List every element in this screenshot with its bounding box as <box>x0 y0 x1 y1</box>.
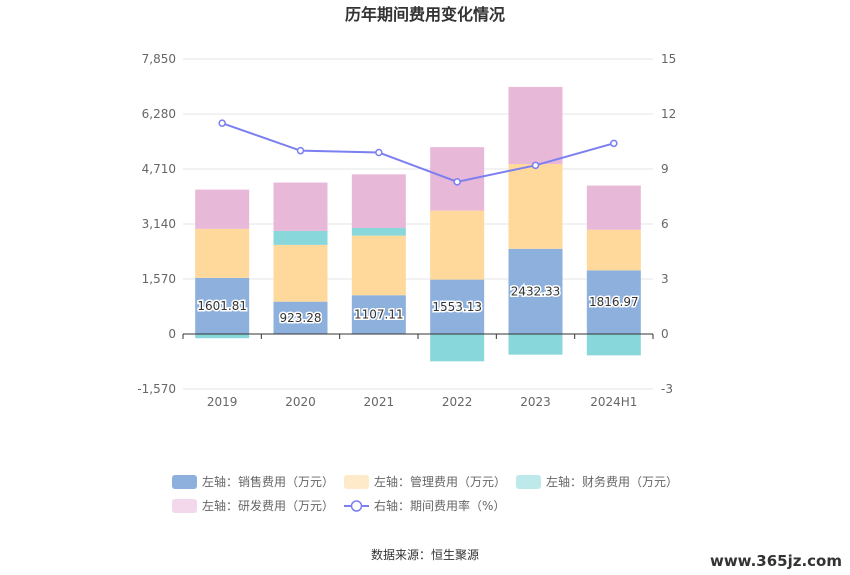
x-tick-label: 2019 <box>207 395 238 409</box>
legend-label: 左轴：管理费用（万元） <box>374 474 506 489</box>
bar-segment <box>508 86 563 165</box>
left-tick-label: 1,570 <box>142 272 176 286</box>
bar-segment <box>508 334 563 355</box>
bar-segment <box>273 301 328 334</box>
left-tick-label: 0 <box>168 327 176 341</box>
bar-segment <box>195 228 250 278</box>
rate-point <box>375 148 383 157</box>
right-tick-label: 15 <box>661 52 676 66</box>
bar-segment <box>351 227 406 236</box>
sales-data-label: 2432.33 <box>511 284 561 298</box>
bar-segment <box>586 229 641 271</box>
bar-segment <box>586 185 641 230</box>
legend-item: 左轴：销售费用（万元） <box>172 474 334 489</box>
right-tick-label: 12 <box>661 107 676 121</box>
legend-label: 左轴：财务费用（万元） <box>546 474 678 489</box>
right-tick-label: -3 <box>661 382 673 396</box>
sales-data-label: 1816.97 <box>589 295 639 309</box>
bar-segment <box>273 182 328 231</box>
legend-label: 左轴：销售费用（万元） <box>202 474 334 489</box>
bar-segment <box>273 230 328 245</box>
legend-item: 右轴：期间费用率（%） <box>344 498 505 513</box>
x-tick-label: 2023 <box>520 395 551 409</box>
bar-segment <box>586 334 641 356</box>
bar-segment <box>273 244 328 302</box>
left-tick-label: 6,280 <box>142 107 176 121</box>
bar-data-labels: 1601.81 923.28 1107.11 1553.13 2432.33 1816.9… <box>196 283 640 326</box>
expense-rate-line <box>218 119 618 186</box>
bar-segment <box>351 174 406 228</box>
right-tick-label: 0 <box>661 327 669 341</box>
legend-item: 左轴：研发费用（万元） <box>172 498 334 513</box>
x-axis-ticks: 2019 2020 2021 2022 2023 2024H1 <box>182 334 654 409</box>
x-tick-label: 2021 <box>364 395 395 409</box>
bar-segment <box>586 270 641 334</box>
right-tick-label: 9 <box>661 162 669 176</box>
bar-segment <box>508 164 563 249</box>
rate-point <box>453 178 461 186</box>
rate-point <box>296 146 305 155</box>
bar-segment <box>195 189 250 229</box>
bar-segment <box>351 235 406 296</box>
right-tick-label: 3 <box>661 272 669 286</box>
bar-segment <box>351 295 406 334</box>
bar-segment <box>430 334 485 362</box>
x-tick-label: 2020 <box>285 395 316 409</box>
right-tick-label: 6 <box>661 217 669 231</box>
bar-segment <box>195 277 250 334</box>
x-tick-label: 2022 <box>442 395 473 409</box>
legend-swatch <box>172 499 197 513</box>
legend-label: 左轴：研发费用（万元） <box>202 498 334 513</box>
bar-segment <box>430 210 485 280</box>
watermark: www.365jz.com <box>710 552 842 570</box>
right-axis-ticks: -3 0 3 6 9 12 15 <box>661 52 676 396</box>
bar-segment <box>430 279 485 334</box>
bar-segment <box>195 334 250 339</box>
legend: 左轴：销售费用（万元） 左轴：管理费用（万元） 左轴：财务费用（万元） 左轴：研发费用… <box>172 474 678 513</box>
legend-marker <box>350 500 363 512</box>
gridlines <box>183 58 653 390</box>
legend-swatch <box>172 475 197 489</box>
sales-data-label: 1601.81 <box>197 299 247 313</box>
source-note: 数据来源：恒生聚源 <box>371 547 479 562</box>
legend-item: 左轴：管理费用（万元） <box>344 474 506 489</box>
rate-point <box>531 161 540 170</box>
legend-item: 左轴：财务费用（万元） <box>516 474 678 489</box>
sales-data-label: 923.28 <box>280 311 322 325</box>
rate-point <box>218 119 226 127</box>
left-tick-label: -1,570 <box>137 382 176 396</box>
rate-line <box>221 122 615 183</box>
left-axis-ticks: -1,570 0 1,570 3,140 4,710 6,280 7,850 <box>137 52 176 396</box>
legend-swatch <box>516 475 541 489</box>
x-tick-label: 2024H1 <box>590 395 637 409</box>
left-tick-label: 3,140 <box>142 217 176 231</box>
left-tick-label: 4,710 <box>142 162 176 176</box>
legend-label: 右轴：期间费用率（%） <box>374 498 505 513</box>
rate-point <box>610 139 618 148</box>
chart-title: 历年期间费用变化情况 <box>345 5 505 24</box>
sales-data-label: 1553.13 <box>432 300 482 314</box>
legend-swatch <box>344 475 369 489</box>
bar-segment <box>508 248 563 334</box>
sales-data-label: 1107.11 <box>354 308 404 322</box>
left-tick-label: 7,850 <box>142 52 176 66</box>
